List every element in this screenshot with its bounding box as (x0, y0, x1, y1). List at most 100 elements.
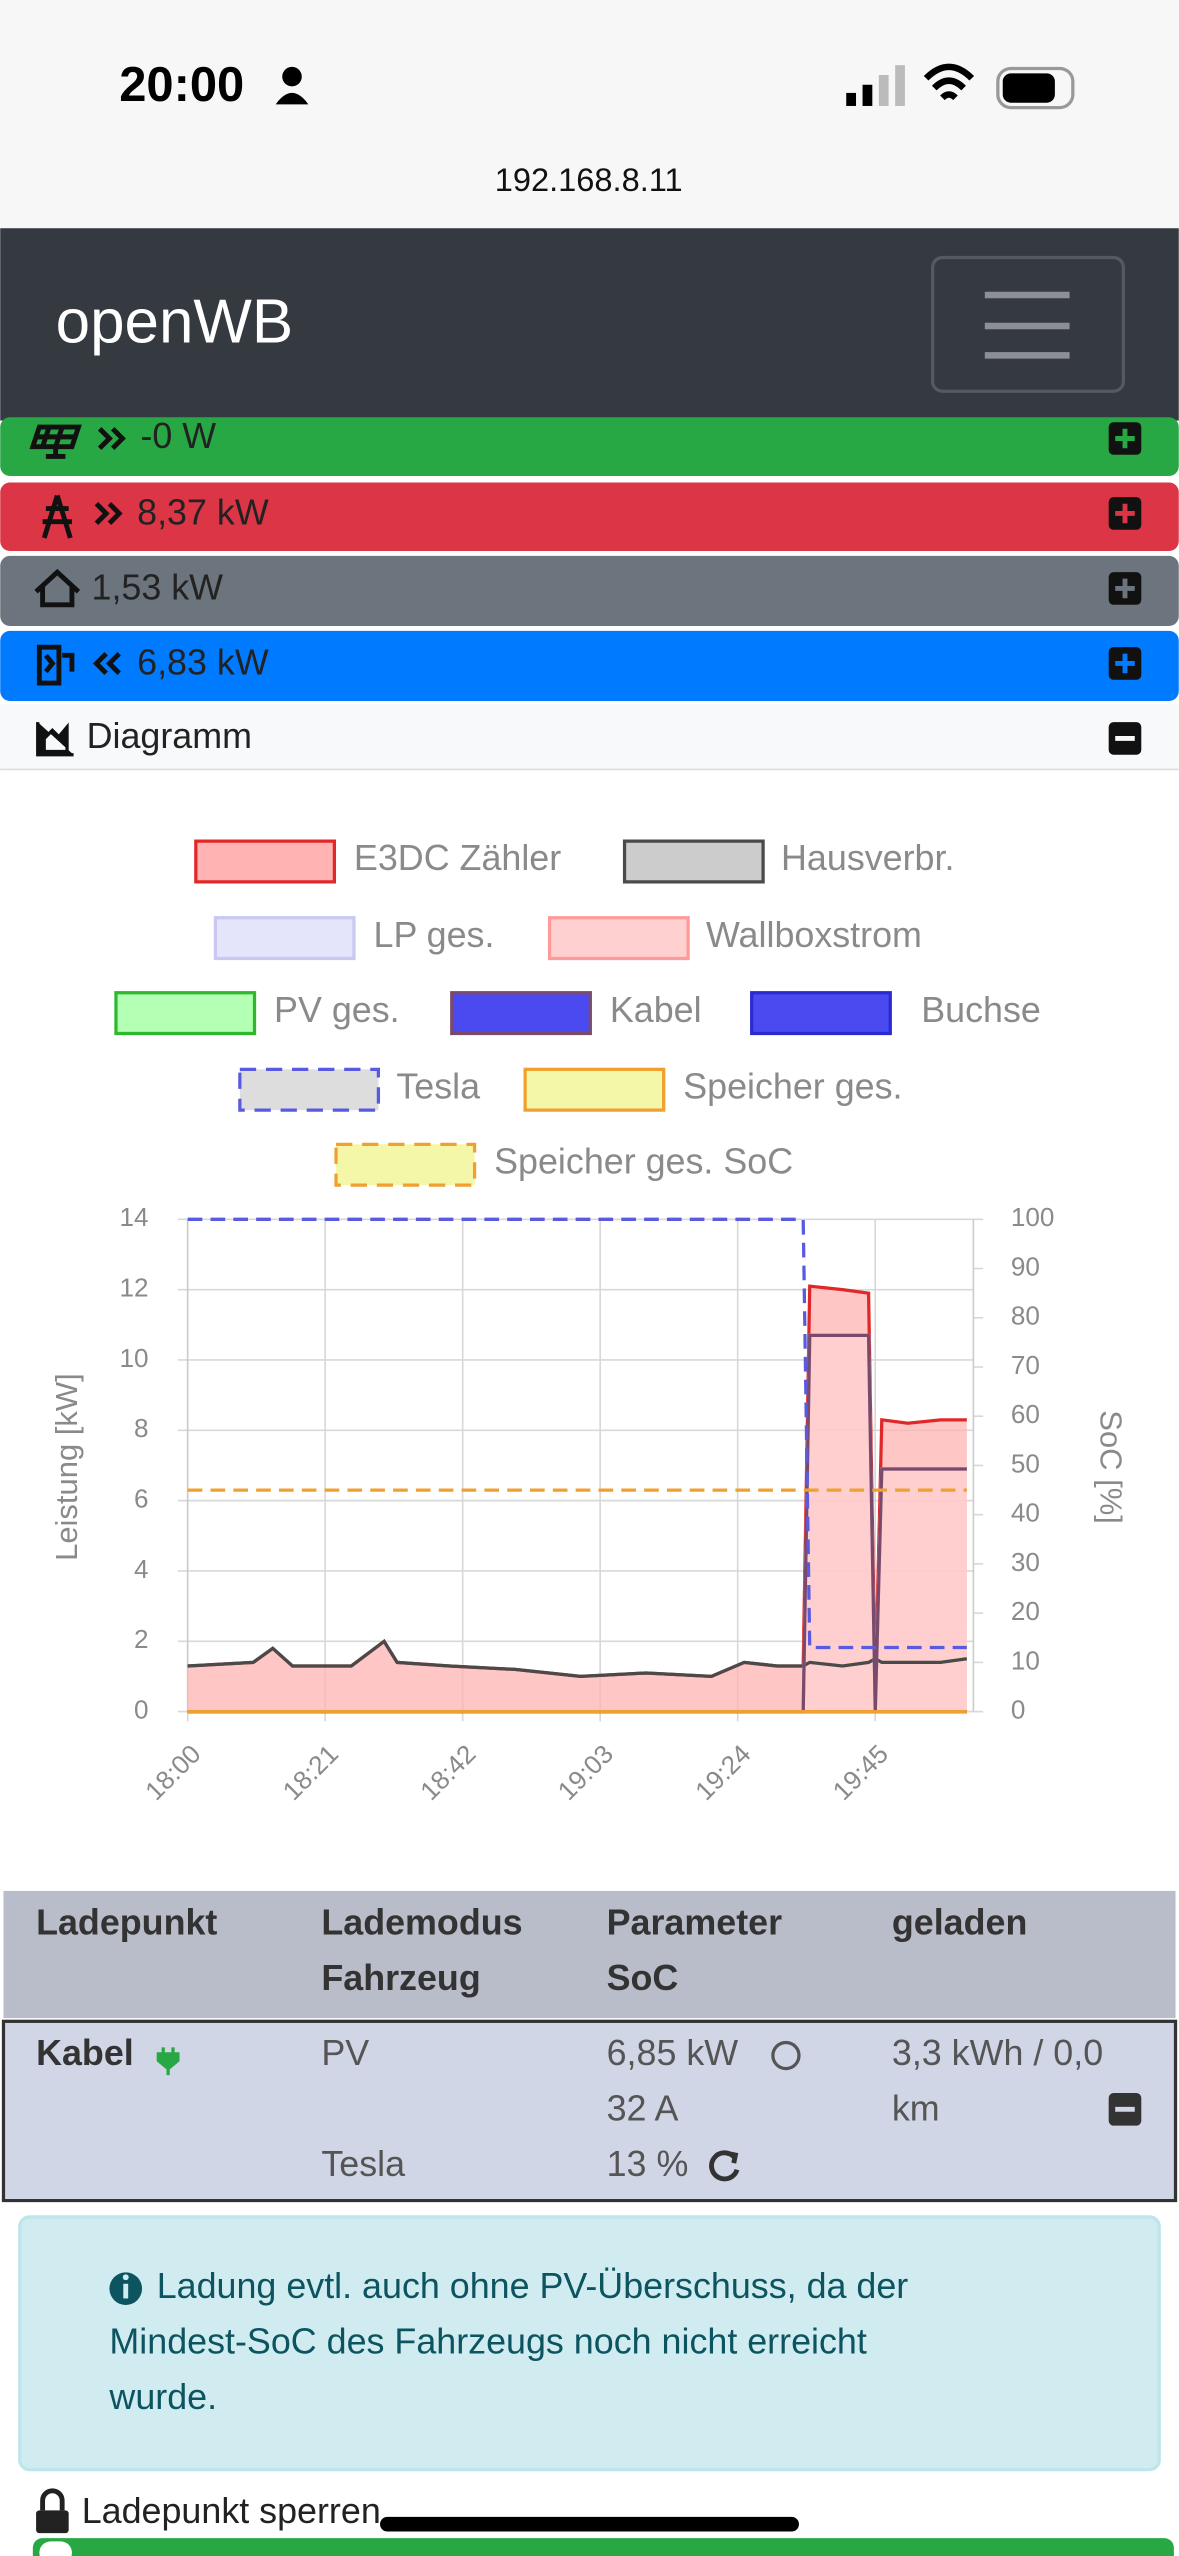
legend-label: E3DC Zähler (354, 838, 561, 878)
y-tick-label: 2 (134, 1624, 149, 1654)
legend-swatch (238, 1067, 381, 1112)
info-icon (122, 2274, 129, 2281)
refresh-icon[interactable] (709, 2150, 740, 2182)
lock-icon (40, 2488, 65, 2511)
y2-tick-label: 70 (1011, 1350, 1040, 1380)
y-axis-label: Leistung [kW] (49, 1373, 84, 1561)
expand-icons[interactable] (1108, 422, 1142, 680)
y-tick-label: 4 (134, 1554, 149, 1584)
legend-label: Hausverbr. (781, 838, 954, 878)
person-icon (282, 66, 302, 87)
y2-tick-label: 0 (1011, 1694, 1026, 1724)
series-line (187, 1217, 967, 1650)
legend-swatch (114, 991, 257, 1036)
lock-label: Ladepunkt sperren (82, 2491, 381, 2531)
battery-level (1002, 73, 1055, 103)
x-tick-label: 18:42 (414, 1739, 481, 1806)
diagram-title: Diagramm (87, 716, 252, 756)
y-tick-label: 10 (120, 1343, 149, 1373)
home-indicator (380, 2516, 799, 2532)
grid-power: 8,37 kW (137, 493, 269, 533)
pv-row[interactable] (0, 417, 1179, 476)
y2-tick-label: 10 (1011, 1645, 1040, 1675)
legend-swatch (194, 839, 337, 884)
header: Ladepunkt (36, 1903, 217, 1943)
grid-row[interactable] (0, 482, 1179, 551)
y-tick-label: 12 (120, 1273, 149, 1303)
signal-icon (846, 65, 905, 106)
toggle-knob (39, 2541, 72, 2556)
series-area (187, 1335, 967, 1712)
alert-text: wurde. (108, 2377, 217, 2417)
y-tick-label: 6 (134, 1484, 149, 1514)
cell: 13 % (607, 2144, 689, 2184)
legend-label: Speicher ges. (683, 1066, 902, 1106)
charge-row[interactable] (0, 630, 1179, 701)
navbar (0, 228, 1179, 421)
legend-swatch (213, 916, 356, 961)
cell: Kabel (36, 2033, 134, 2073)
menu-icon (984, 291, 1070, 359)
legend-swatch (622, 839, 765, 884)
y-tick-label: 0 (134, 1694, 149, 1724)
x-tick-label: 19:45 (827, 1739, 894, 1806)
legend-swatch (750, 991, 892, 1036)
header: Parameter (607, 1903, 782, 1943)
charge-power: 6,83 kW (137, 643, 269, 683)
header: Fahrzeug (321, 1958, 480, 1998)
lock-icon (36, 2510, 69, 2534)
y2-tick-label: 40 (1011, 1498, 1040, 1528)
y2-tick-label: 20 (1011, 1596, 1040, 1626)
legend-label: Buchse (921, 990, 1041, 1030)
pv-power: -0 W (140, 416, 216, 456)
header: SoC (607, 1958, 679, 1998)
battery-icon (996, 66, 1075, 110)
url[interactable]: 192.168.8.11 (495, 161, 683, 198)
lock-toggle[interactable] (32, 2538, 1174, 2556)
table-row (1, 2019, 1178, 2203)
cell: km (892, 2088, 940, 2128)
person-icon (275, 92, 309, 105)
y2-tick-label: 90 (1011, 1251, 1040, 1281)
y2-tick-label: 50 (1011, 1448, 1040, 1478)
legend-label: Kabel (610, 990, 702, 1030)
x-tick-label: 18:00 (139, 1739, 206, 1806)
info-icon[interactable] (771, 2040, 801, 2071)
y2-tick-label: 30 (1011, 1547, 1040, 1577)
y2-tick-label: 100 (1011, 1202, 1055, 1232)
legend-swatch (523, 1067, 666, 1112)
legend-swatch (450, 991, 592, 1036)
clock: 20:00 (119, 58, 244, 112)
table-header (3, 1890, 1176, 2019)
legend-swatch (334, 1142, 477, 1187)
y2-tick-label: 60 (1011, 1399, 1040, 1429)
house-row[interactable] (0, 555, 1179, 626)
y-tick-label: 8 (134, 1413, 149, 1443)
x-tick-label: 19:03 (552, 1739, 619, 1806)
legend-label: Wallboxstrom (706, 915, 922, 955)
diagram-header[interactable] (0, 704, 1179, 770)
chart: E3DC Zähler Hausverbr. LP ges. Wallboxstrom… (49, 838, 1129, 1806)
x-tick-label: 19:24 (689, 1739, 756, 1806)
brand[interactable]: openWB (56, 287, 294, 356)
header: geladen (892, 1903, 1028, 1943)
header: Lademodus (321, 1903, 522, 1943)
alert (18, 2215, 1161, 2472)
house-power: 1,53 kW (92, 568, 224, 608)
y-tick-label: 14 (120, 1202, 149, 1232)
legend-label: LP ges. (374, 915, 495, 955)
legend-label: PV ges. (274, 990, 400, 1030)
y2-axis-label: SoC [%] (1094, 1410, 1129, 1524)
y2-tick-label: 80 (1011, 1301, 1040, 1331)
menu-toggle[interactable] (931, 255, 1125, 393)
row-icons (29, 424, 126, 686)
cell: 6,85 kW (607, 2033, 739, 2073)
plug-icon (156, 2047, 180, 2076)
cell: 32 A (607, 2088, 679, 2128)
status-bar (0, 0, 1179, 229)
legend-label: Tesla (396, 1066, 480, 1106)
wifi-icon (923, 63, 975, 101)
cell: PV (321, 2033, 369, 2073)
x-tick-label: 18:21 (277, 1739, 344, 1806)
